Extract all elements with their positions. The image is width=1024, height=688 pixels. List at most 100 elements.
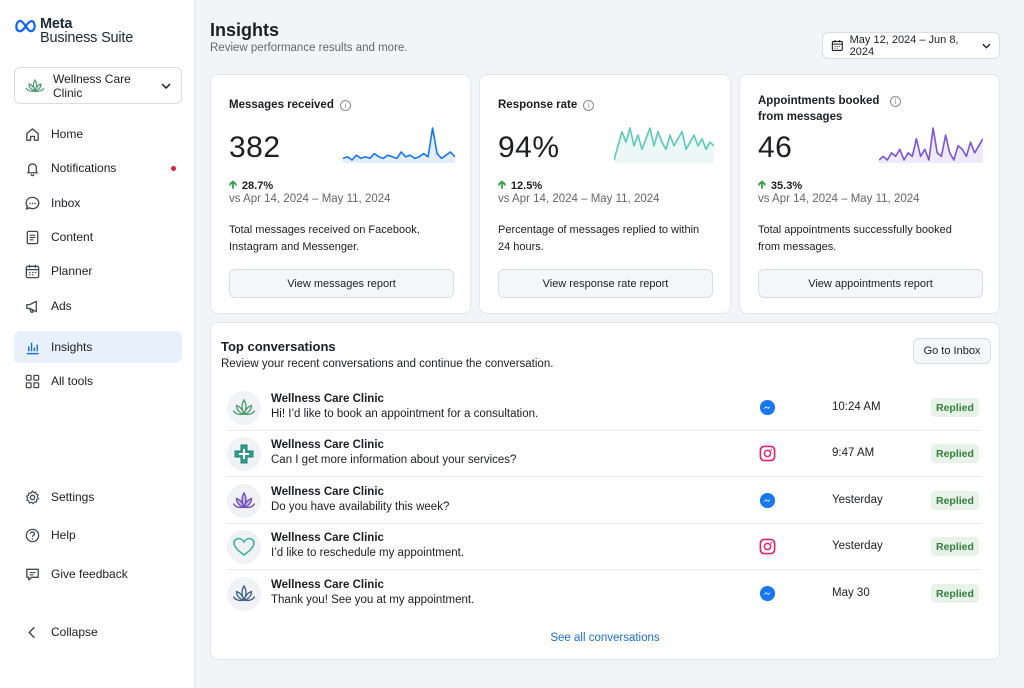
metric-value: 382: [229, 131, 281, 164]
see-all-conversations-link[interactable]: See all conversations: [550, 632, 660, 644]
messenger-icon: [759, 492, 776, 509]
timestamp: Yesterday: [832, 540, 883, 552]
sidebar-item-label: Inbox: [51, 196, 81, 210]
response-rate-sparkline: [614, 127, 714, 163]
message-preview: Thank you! See you at my appointment.: [271, 594, 475, 606]
account-name: Wellness Care Clinic: [53, 71, 131, 100]
conversation-row[interactable]: Wellness Care Clinic Can I get more info…: [227, 431, 981, 477]
chevron-left-icon: [28, 626, 35, 638]
sidebar-item-label: Notifications: [51, 161, 117, 175]
sparkline-line: [614, 127, 714, 161]
sidebar-item-give-feedback[interactable]: Give feedback: [14, 558, 182, 590]
megaphone-icon: [26, 300, 37, 313]
bar-chart-icon: [26, 342, 39, 354]
content-icon: [26, 230, 39, 244]
sidebar-item-label: Content: [51, 230, 94, 244]
conversation-row[interactable]: Wellness Care Clinic I’d like to resched…: [227, 524, 981, 570]
arrow-up-icon: 🡱: [498, 179, 506, 191]
sparkline-line: [879, 127, 983, 161]
comparison-range: vs Apr 14, 2024 – May 11, 2024: [229, 193, 391, 205]
date-range-picker[interactable]: May 12, 2024 – Jun 8, 2024: [822, 32, 1000, 59]
go-to-inbox-button[interactable]: Go to Inbox: [913, 338, 991, 364]
change-indicator: 🡱 28.7%: [229, 176, 273, 195]
instagram-icon: [759, 538, 776, 555]
card-description: Percentage of messages replied to within…: [498, 224, 700, 253]
contact-name: Wellness Care Clinic: [271, 532, 384, 544]
status-badge: Replied: [931, 491, 979, 510]
view-messages-report-button[interactable]: View messages report: [229, 269, 454, 298]
contact-name: Wellness Care Clinic: [271, 486, 384, 498]
card-title-text: Appointments booked from messages: [758, 95, 880, 123]
sidebar-item-content[interactable]: Content: [14, 221, 182, 253]
sidebar-item-home[interactable]: Home: [14, 118, 182, 150]
sidebar-item-label: Settings: [51, 490, 95, 504]
home-icon: [26, 127, 39, 141]
sidebar-item-label: Help: [51, 528, 76, 542]
page-subtitle: Review performance results and more.: [210, 42, 408, 54]
change-value: 35.3%: [770, 179, 803, 192]
logo-text-business-suite: Business Suite: [40, 30, 134, 46]
card-description: Total messages received on Facebook, Ins…: [229, 224, 420, 253]
sidebar-item-settings[interactable]: Settings: [14, 481, 182, 513]
change-indicator: 🡱 12.5%: [498, 176, 542, 195]
sidebar-item-help[interactable]: Help: [14, 519, 182, 551]
messenger-icon: [759, 585, 776, 602]
sidebar-collapse-button[interactable]: Collapse: [14, 616, 182, 648]
status-badge: Replied: [931, 584, 979, 603]
conversation-row[interactable]: Wellness Care Clinic Do you have availab…: [227, 478, 981, 524]
view-appointments-report-button[interactable]: View appointments report: [758, 269, 983, 298]
feedback-icon: [26, 568, 39, 581]
message-preview: Hi! I’d like to book an appointment for …: [271, 408, 539, 420]
sidebar-item-notifications[interactable]: Notifications: [14, 152, 182, 184]
info-icon[interactable]: i: [583, 99, 595, 111]
contact-name: Wellness Care Clinic: [271, 439, 384, 451]
timestamp: 10:24 AM: [832, 401, 881, 413]
card-title: Response rate i: [498, 97, 595, 113]
instagram-icon: [759, 445, 776, 462]
section-title: Top conversations: [221, 339, 336, 354]
message-preview: Can I get more information about your se…: [271, 454, 517, 466]
status-badge: Replied: [931, 444, 979, 463]
heart-icon: [227, 530, 261, 564]
info-icon[interactable]: i: [890, 96, 901, 107]
sidebar-item-insights[interactable]: Insights: [14, 331, 182, 363]
date-range-label: May 12, 2024 – Jun 8, 2024: [849, 33, 959, 58]
status-badge: Replied: [931, 398, 979, 417]
sparkline-line: [343, 127, 455, 161]
metric-value: 46: [758, 131, 793, 164]
sidebar-item-all-tools[interactable]: All tools: [14, 365, 182, 397]
sidebar-item-label: Home: [51, 127, 84, 141]
card-title: Messages received i: [229, 97, 351, 113]
message-preview: Do you have availability this week?: [271, 501, 450, 513]
bell-icon: [27, 162, 38, 176]
section-subtitle: Review your recent conversations and con…: [221, 358, 554, 370]
sidebar-item-inbox[interactable]: Inbox: [14, 187, 182, 219]
card-description: Total appointments successfully booked f…: [758, 224, 952, 253]
card-title-text: Messages received: [229, 99, 334, 111]
conversation-row[interactable]: Wellness Care Clinic Thank you! See you …: [227, 571, 981, 617]
status-badge: Replied: [931, 537, 979, 556]
lotus-icon: [25, 78, 45, 92]
sparkline-area: [614, 128, 714, 163]
timestamp: May 30: [832, 587, 870, 599]
logo-text-meta: Meta: [40, 16, 73, 32]
conversation-row[interactable]: Wellness Care Clinic Hi! I’d like to boo…: [227, 385, 981, 431]
meta-business-suite-logo[interactable]: Meta Business Suite: [15, 17, 133, 45]
message-preview: I’d like to reschedule my appointment.: [271, 547, 465, 559]
chat-icon: [25, 196, 40, 210]
contact-name: Wellness Care Clinic: [271, 393, 384, 405]
sidebar-item-planner[interactable]: Planner: [14, 255, 182, 287]
sidebar-item-label: Give feedback: [51, 567, 128, 581]
info-icon[interactable]: i: [339, 99, 351, 111]
top-conversations-panel: Top conversations Review your recent con…: [210, 322, 1000, 660]
calendar-icon: [831, 40, 843, 52]
appointments-sparkline: [879, 127, 983, 163]
view-response-rate-report-button[interactable]: View response rate report: [498, 269, 713, 298]
chevron-down-icon: [161, 82, 171, 89]
sidebar-item-label: Collapse: [51, 625, 98, 639]
comparison-range: vs Apr 14, 2024 – May 11, 2024: [758, 193, 920, 205]
calendar-icon: [25, 264, 40, 278]
account-selector[interactable]: Wellness Care Clinic: [14, 67, 182, 104]
blue-lotus-icon: [227, 577, 261, 611]
sidebar-item-ads[interactable]: Ads: [14, 290, 182, 322]
